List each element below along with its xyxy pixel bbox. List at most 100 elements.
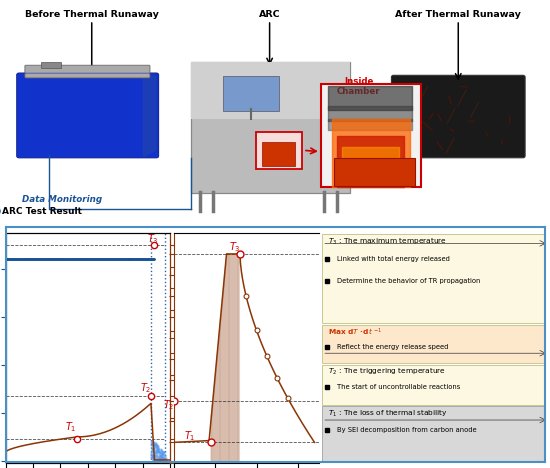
FancyBboxPatch shape [191, 62, 350, 119]
FancyBboxPatch shape [322, 325, 544, 363]
Point [156, 455, 164, 462]
Point [152, 455, 161, 462]
Point [151, 455, 160, 463]
Point [154, 448, 163, 455]
Point [148, 456, 157, 464]
Point [160, 448, 168, 455]
Point [155, 452, 163, 460]
Point [155, 451, 164, 458]
Text: $T_2$: $T_2$ [140, 381, 151, 395]
Point [155, 451, 164, 459]
Point [149, 441, 158, 449]
Point [147, 453, 156, 461]
Point [151, 455, 160, 462]
Text: Reflect the energy release speed: Reflect the energy release speed [337, 344, 448, 350]
Point [157, 453, 166, 461]
Point [158, 454, 167, 461]
Point [150, 444, 158, 452]
Text: $T_3$: $T_3$ [147, 233, 158, 247]
Point [151, 454, 160, 461]
FancyBboxPatch shape [322, 365, 544, 405]
Point [148, 443, 157, 451]
Point [155, 448, 164, 455]
Point [150, 445, 158, 453]
FancyBboxPatch shape [321, 84, 421, 187]
Point [158, 454, 167, 461]
Point [157, 450, 166, 458]
Point [147, 453, 156, 461]
Point [155, 457, 164, 465]
Point [156, 452, 164, 460]
Point [160, 454, 168, 462]
Point [154, 445, 163, 452]
Point [161, 456, 170, 464]
Point [153, 454, 162, 461]
Point [151, 441, 160, 448]
Point [148, 451, 157, 459]
Point [150, 448, 159, 455]
Point [149, 447, 158, 455]
Point [148, 447, 157, 454]
Point [157, 454, 166, 462]
Point [155, 457, 163, 464]
Point [149, 452, 158, 459]
Point [150, 453, 159, 460]
Text: After Thermal Runaway: After Thermal Runaway [395, 10, 521, 19]
Point [155, 450, 163, 457]
Point [153, 443, 162, 451]
Point [158, 455, 167, 462]
Point [148, 451, 157, 459]
Point [153, 445, 162, 453]
Point [158, 454, 167, 461]
Point [161, 453, 170, 460]
Point [161, 454, 169, 462]
Point [151, 443, 160, 450]
Text: Determine the behavior of TR propagation: Determine the behavior of TR propagation [337, 278, 480, 284]
Point [153, 447, 162, 455]
Point [157, 446, 166, 453]
Point [158, 451, 167, 458]
Point [160, 454, 169, 462]
Point [158, 449, 167, 457]
Point [159, 448, 168, 456]
Text: $T_3$: $T_3$ [229, 240, 240, 254]
Point [150, 440, 159, 447]
Point [150, 452, 159, 459]
Point [147, 447, 156, 454]
Point [151, 439, 160, 447]
FancyBboxPatch shape [223, 76, 279, 111]
FancyBboxPatch shape [392, 75, 525, 158]
Point [148, 439, 157, 447]
Point [158, 455, 167, 462]
Point [149, 456, 158, 463]
Point [157, 446, 166, 454]
Point [151, 441, 160, 449]
Point [154, 454, 163, 462]
Point [153, 445, 162, 452]
Point [157, 453, 166, 461]
Point [154, 442, 163, 449]
Point [160, 455, 168, 463]
Point [152, 445, 161, 452]
Point [151, 443, 160, 451]
Point [148, 442, 157, 449]
Text: $T_2$ : The triggering temperature: $T_2$ : The triggering temperature [328, 367, 446, 377]
Point [160, 448, 168, 455]
Text: $T_3$ : The maximum temperature: $T_3$ : The maximum temperature [328, 236, 447, 247]
Point [156, 455, 164, 462]
Point [152, 443, 161, 450]
Point [150, 442, 158, 449]
Point [155, 448, 163, 455]
Point [158, 452, 167, 459]
Point [147, 439, 156, 446]
Point [155, 446, 163, 453]
Point [155, 448, 163, 455]
Point [156, 456, 165, 463]
Point [153, 456, 162, 464]
Point [148, 439, 157, 446]
Point [153, 446, 162, 453]
Point [160, 452, 169, 460]
Point [155, 448, 164, 456]
Point [147, 449, 156, 456]
Point [148, 457, 157, 464]
